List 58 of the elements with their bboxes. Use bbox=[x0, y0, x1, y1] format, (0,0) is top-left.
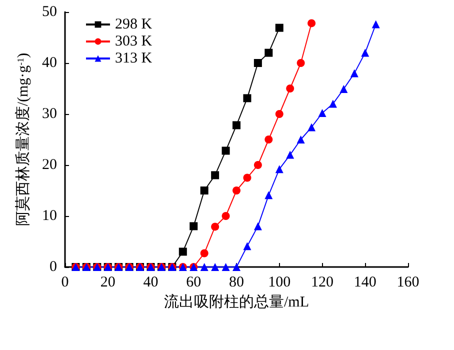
point bbox=[222, 212, 230, 220]
point bbox=[275, 24, 284, 32]
point bbox=[190, 222, 198, 230]
x-tick-label: 80 bbox=[229, 274, 244, 290]
y-tick-label: 30 bbox=[42, 106, 57, 122]
y-tick-label: 20 bbox=[42, 157, 57, 173]
y-axis-title: 阿莫西林质量浓度/(mg·g-1) bbox=[14, 52, 32, 226]
point bbox=[178, 248, 187, 256]
point bbox=[222, 146, 230, 155]
legend-label: 313 K bbox=[115, 50, 152, 66]
x-tick-label: 60 bbox=[186, 274, 202, 290]
x-tick-label: 0 bbox=[61, 274, 69, 290]
point bbox=[308, 19, 316, 28]
point bbox=[254, 161, 262, 169]
point bbox=[211, 171, 220, 180]
legend-label: 298 K bbox=[115, 16, 152, 32]
point bbox=[211, 263, 220, 271]
x-tick-label: 40 bbox=[143, 274, 158, 290]
x-tick-label: 20 bbox=[100, 274, 116, 290]
point bbox=[286, 150, 294, 159]
point bbox=[361, 48, 370, 57]
x-tick-label: 120 bbox=[311, 274, 334, 290]
point bbox=[243, 174, 252, 182]
point bbox=[232, 186, 240, 194]
point bbox=[318, 108, 326, 117]
y-tick-label: 10 bbox=[42, 208, 57, 224]
point bbox=[232, 263, 240, 271]
x-axis-title: 流出吸附柱的总量/mL bbox=[164, 294, 309, 310]
point bbox=[200, 249, 208, 258]
point bbox=[200, 263, 208, 271]
point bbox=[211, 222, 220, 231]
point bbox=[286, 84, 294, 92]
y-tick-label: 0 bbox=[50, 259, 57, 275]
y-tick-label: 50 bbox=[42, 4, 57, 20]
legend-label: 303 K bbox=[115, 34, 152, 50]
y-tick-label: 40 bbox=[42, 55, 57, 71]
point bbox=[328, 100, 337, 108]
point bbox=[275, 110, 284, 118]
point bbox=[243, 242, 252, 250]
point bbox=[243, 94, 252, 102]
point bbox=[350, 69, 358, 78]
point bbox=[264, 136, 273, 144]
point bbox=[264, 191, 273, 200]
point bbox=[275, 165, 284, 174]
point bbox=[296, 59, 305, 67]
point bbox=[200, 186, 208, 194]
point bbox=[372, 20, 380, 28]
point bbox=[264, 48, 273, 57]
x-tick-label: 160 bbox=[396, 274, 420, 290]
x-tick-label: 140 bbox=[354, 274, 376, 290]
point bbox=[232, 121, 240, 130]
point bbox=[222, 263, 230, 271]
point bbox=[254, 222, 262, 230]
point bbox=[296, 136, 305, 144]
point bbox=[254, 59, 262, 67]
point bbox=[308, 123, 316, 132]
point bbox=[340, 85, 348, 94]
x-tick-label: 100 bbox=[268, 274, 291, 290]
